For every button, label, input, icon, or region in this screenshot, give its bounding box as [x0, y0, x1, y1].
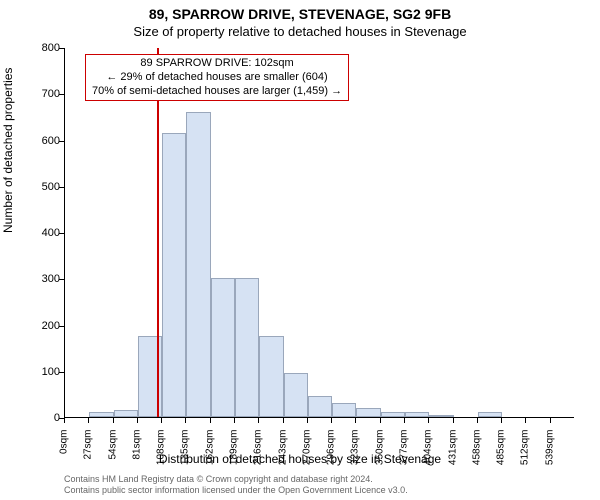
chart-container: 89, SPARROW DRIVE, STEVENAGE, SG2 9FB Si… — [0, 0, 600, 500]
y-tick-mark — [59, 94, 64, 95]
y-tick-mark — [59, 141, 64, 142]
x-tick-mark — [453, 418, 454, 423]
bar — [211, 278, 235, 417]
annotation-line3: 70% of semi-detached houses are larger (… — [92, 85, 342, 99]
chart-title-line2: Size of property relative to detached ho… — [0, 24, 600, 39]
x-tick-mark — [477, 418, 478, 423]
annotation-line1: 89 SPARROW DRIVE: 102sqm — [92, 57, 342, 71]
bar — [259, 336, 283, 417]
bar — [235, 278, 259, 417]
bar — [429, 415, 453, 417]
footer-line2: Contains public sector information licen… — [64, 485, 408, 496]
y-tick-label: 200 — [24, 320, 60, 332]
y-tick-mark — [59, 233, 64, 234]
y-tick-label: 800 — [24, 42, 60, 54]
y-tick-mark — [59, 279, 64, 280]
y-tick-mark — [59, 187, 64, 188]
bar — [308, 396, 332, 417]
chart-title-line1: 89, SPARROW DRIVE, STEVENAGE, SG2 9FB — [0, 6, 600, 22]
bar — [478, 412, 502, 417]
x-tick-mark — [331, 418, 332, 423]
x-tick-mark — [355, 418, 356, 423]
y-tick-label: 400 — [24, 227, 60, 239]
x-tick-mark — [161, 418, 162, 423]
footer-line1: Contains HM Land Registry data © Crown c… — [64, 474, 408, 485]
x-tick-mark — [380, 418, 381, 423]
bar — [114, 410, 138, 417]
bar — [381, 412, 405, 417]
x-tick-mark — [550, 418, 551, 423]
x-tick-mark — [404, 418, 405, 423]
y-axis-label: Number of detached properties — [1, 68, 15, 233]
x-tick-mark — [113, 418, 114, 423]
x-tick-mark — [185, 418, 186, 423]
x-tick-mark — [258, 418, 259, 423]
y-tick-label: 600 — [24, 135, 60, 147]
x-tick-mark — [64, 418, 65, 423]
x-tick-mark — [525, 418, 526, 423]
x-tick-mark — [307, 418, 308, 423]
bar — [356, 408, 380, 417]
x-tick-mark — [234, 418, 235, 423]
bar — [405, 412, 429, 417]
y-tick-mark — [59, 326, 64, 327]
bar — [186, 112, 210, 417]
y-tick-label: 300 — [24, 273, 60, 285]
footer-text: Contains HM Land Registry data © Crown c… — [64, 474, 408, 496]
bars-layer — [65, 48, 574, 417]
x-tick-mark — [88, 418, 89, 423]
bar — [284, 373, 308, 417]
y-tick-label: 700 — [24, 88, 60, 100]
x-tick-mark — [137, 418, 138, 423]
annotation-line2: ← 29% of detached houses are smaller (60… — [92, 71, 342, 85]
plot-area: 89 SPARROW DRIVE: 102sqm ← 29% of detach… — [64, 48, 574, 418]
annotation-box: 89 SPARROW DRIVE: 102sqm ← 29% of detach… — [85, 54, 349, 101]
y-tick-label: 100 — [24, 366, 60, 378]
y-tick-mark — [59, 372, 64, 373]
x-tick-mark — [428, 418, 429, 423]
x-tick-mark — [283, 418, 284, 423]
y-tick-label: 500 — [24, 181, 60, 193]
bar — [89, 412, 113, 417]
x-axis-label: Distribution of detached houses by size … — [0, 452, 600, 466]
x-tick-mark — [501, 418, 502, 423]
y-tick-mark — [59, 48, 64, 49]
bar — [162, 133, 186, 417]
marker-line — [157, 48, 159, 417]
x-tick-mark — [210, 418, 211, 423]
bar — [332, 403, 356, 417]
y-tick-label: 0 — [24, 412, 60, 424]
